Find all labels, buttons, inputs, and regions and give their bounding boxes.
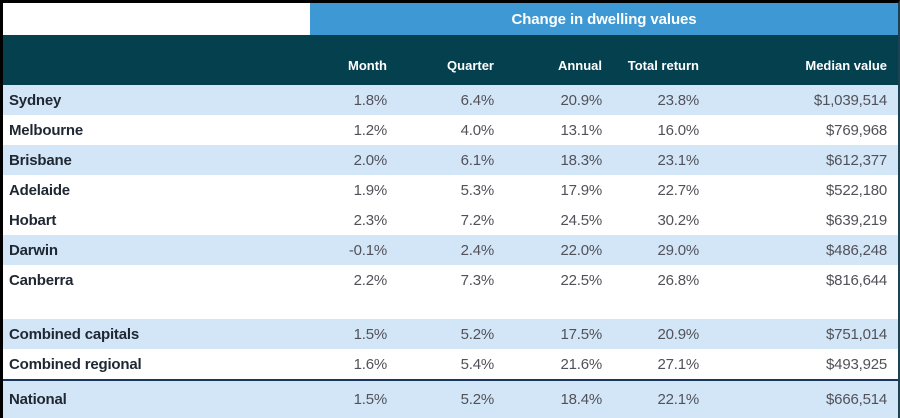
cell-total-return: 23.1% bbox=[657, 151, 699, 169]
column-header-total-return: Total return bbox=[627, 57, 699, 73]
row-label: Brisbane bbox=[9, 151, 72, 169]
row-label: Hobart bbox=[9, 211, 57, 229]
table-row-national: National 1.5% 5.2% 18.4% 22.1% $666,514 bbox=[3, 379, 898, 418]
table-row-canberra: Canberra 2.2% 7.3% 22.5% 26.8% $816,644 bbox=[3, 265, 898, 295]
cell-month: -0.1% bbox=[348, 241, 387, 259]
column-header-month: Month bbox=[348, 57, 387, 73]
column-header-quarter: Quarter bbox=[447, 57, 494, 73]
cell-quarter: 6.4% bbox=[460, 91, 495, 109]
cell-annual: 22.5% bbox=[560, 271, 602, 289]
cell-quarter: 5.4% bbox=[460, 355, 495, 373]
cell-total-return: 22.1% bbox=[657, 391, 699, 408]
cell-median-value: $751,014 bbox=[826, 325, 887, 343]
cell-annual: 24.5% bbox=[560, 211, 602, 229]
cell-quarter: 7.2% bbox=[460, 211, 495, 229]
cell-median-value: $522,180 bbox=[826, 181, 887, 199]
table-row-combined-regional: Combined regional 1.6% 5.4% 21.6% 27.1% … bbox=[3, 349, 898, 379]
cell-total-return: 26.8% bbox=[657, 271, 699, 289]
cell-total-return: 29.0% bbox=[657, 241, 699, 259]
cell-month: 1.6% bbox=[353, 355, 388, 373]
row-label: Combined capitals bbox=[9, 325, 139, 343]
cell-median-value: $666,514 bbox=[826, 391, 887, 408]
cell-total-return: 27.1% bbox=[657, 355, 699, 373]
cell-median-value: $612,377 bbox=[826, 151, 887, 169]
table-row-melbourne: Melbourne 1.2% 4.0% 13.1% 16.0% $769,968 bbox=[3, 115, 898, 145]
cell-month: 1.9% bbox=[353, 181, 388, 199]
row-label: Melbourne bbox=[9, 121, 84, 139]
cell-quarter: 4.0% bbox=[460, 121, 495, 139]
row-label: Canberra bbox=[9, 271, 74, 289]
cell-quarter: 5.3% bbox=[460, 181, 495, 199]
cell-quarter: 2.4% bbox=[460, 241, 495, 259]
cell-month: 2.2% bbox=[353, 271, 388, 289]
cell-total-return: 16.0% bbox=[657, 121, 699, 139]
spacer-row bbox=[3, 295, 898, 319]
cell-total-return: 20.9% bbox=[657, 325, 699, 343]
cell-month: 2.3% bbox=[353, 211, 388, 229]
table-title-banner: Change in dwelling values bbox=[310, 3, 898, 35]
column-header-median-value: Median value bbox=[805, 57, 887, 73]
column-header-row: Month Quarter Annual Total return Median… bbox=[3, 35, 898, 85]
banner-row: Change in dwelling values bbox=[3, 3, 898, 35]
row-label: Darwin bbox=[9, 241, 58, 259]
cell-total-return: 22.7% bbox=[657, 181, 699, 199]
cell-median-value: $816,644 bbox=[826, 271, 887, 289]
cell-month: 1.8% bbox=[353, 91, 388, 109]
row-label: Combined regional bbox=[9, 355, 142, 373]
table-body: Sydney 1.8% 6.4% 20.9% 23.8% $1,039,514 … bbox=[3, 85, 898, 418]
cell-annual: 22.0% bbox=[560, 241, 602, 259]
cell-annual: 20.9% bbox=[560, 91, 602, 109]
cell-median-value: $639,219 bbox=[826, 211, 887, 229]
cell-total-return: 30.2% bbox=[657, 211, 699, 229]
table-row-adelaide: Adelaide 1.9% 5.3% 17.9% 22.7% $522,180 bbox=[3, 175, 898, 205]
row-label: Adelaide bbox=[9, 181, 70, 199]
row-label: Sydney bbox=[9, 91, 62, 109]
cell-quarter: 6.1% bbox=[460, 151, 495, 169]
cell-annual: 13.1% bbox=[560, 121, 602, 139]
column-header-annual: Annual bbox=[557, 57, 602, 73]
cell-median-value: $486,248 bbox=[826, 241, 887, 259]
cell-annual: 18.3% bbox=[560, 151, 602, 169]
cell-quarter: 5.2% bbox=[460, 325, 495, 343]
cell-month: 1.5% bbox=[353, 325, 388, 343]
table-row-brisbane: Brisbane 2.0% 6.1% 18.3% 23.1% $612,377 bbox=[3, 145, 898, 175]
cell-quarter: 7.3% bbox=[460, 271, 495, 289]
cell-annual: 17.9% bbox=[560, 181, 602, 199]
cell-quarter: 5.2% bbox=[460, 391, 495, 408]
cell-median-value: $1,039,514 bbox=[813, 91, 887, 109]
cell-month: 2.0% bbox=[353, 151, 388, 169]
cell-annual: 21.6% bbox=[560, 355, 602, 373]
row-label: National bbox=[9, 391, 67, 408]
table-row-darwin: Darwin -0.1% 2.4% 22.0% 29.0% $486,248 bbox=[3, 235, 898, 265]
cell-annual: 17.5% bbox=[560, 325, 602, 343]
top-left-corner-box bbox=[3, 3, 310, 35]
cell-annual: 18.4% bbox=[560, 391, 602, 408]
cell-month: 1.5% bbox=[353, 391, 388, 408]
table-row-combined-capitals: Combined capitals 1.5% 5.2% 17.5% 20.9% … bbox=[3, 319, 898, 349]
cell-total-return: 23.8% bbox=[657, 91, 699, 109]
cell-month: 1.2% bbox=[353, 121, 388, 139]
table-title: Change in dwelling values bbox=[511, 10, 697, 28]
cell-median-value: $493,925 bbox=[826, 355, 887, 373]
table-row-hobart: Hobart 2.3% 7.2% 24.5% 30.2% $639,219 bbox=[3, 205, 898, 235]
table-row-sydney: Sydney 1.8% 6.4% 20.9% 23.8% $1,039,514 bbox=[3, 85, 898, 115]
cell-median-value: $769,968 bbox=[826, 121, 887, 139]
